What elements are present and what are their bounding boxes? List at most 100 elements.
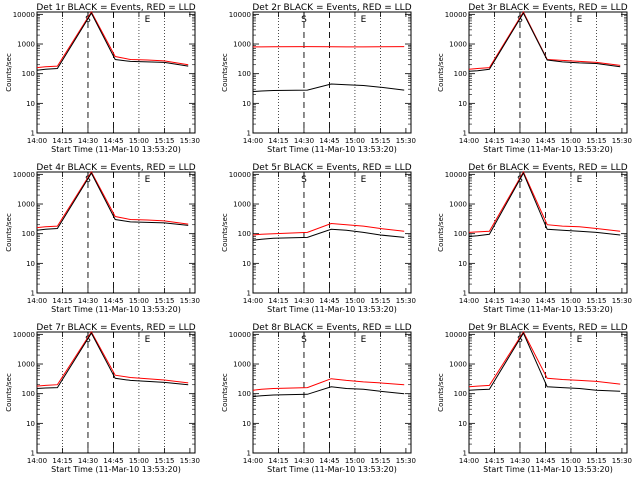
y-tick-label: 1000 xyxy=(449,41,467,49)
x-tick-label: 15:30 xyxy=(612,137,632,145)
x-tick-label: 14:00 xyxy=(27,137,47,145)
y-tick-label: 10 xyxy=(26,420,35,428)
start-marker: S xyxy=(517,15,523,25)
x-axis-label: Start Time (11-Mar-10 13:53:20) xyxy=(267,305,397,314)
panel-4: Det 4r BLACK = Events, RED = LLD 1 10 100 10… xyxy=(5,163,200,314)
plot-frame xyxy=(468,331,628,454)
x-tick-label: 15:15 xyxy=(586,457,606,465)
x-tick-label: 14:00 xyxy=(459,137,479,145)
start-marker: S xyxy=(85,175,91,185)
y-tick-label: 1 xyxy=(247,450,251,458)
series-line-events xyxy=(36,172,189,231)
y-tick-label: 1 xyxy=(247,290,251,298)
y-tick-label: 10 xyxy=(458,100,467,108)
y-tick-label: 10 xyxy=(458,260,467,268)
x-axis-label: Start Time (11-Mar-10 13:53:20) xyxy=(483,465,613,474)
start-marker: S xyxy=(301,15,307,25)
y-tick-label: 1000 xyxy=(17,361,35,369)
y-tick-label: 10 xyxy=(242,260,251,268)
plot-frame xyxy=(468,171,628,294)
x-tick-label: 14:15 xyxy=(484,137,504,145)
panel-5: Det 5r BLACK = Events, RED = LLD 1 10 100 10… xyxy=(221,163,416,314)
x-tick-label: 14:45 xyxy=(535,297,555,305)
panel-2: Det 2r BLACK = Events, RED = LLD 1 10 100 10… xyxy=(221,3,416,154)
start-marker: S xyxy=(517,335,523,345)
series-line-lld xyxy=(252,222,405,236)
panel-title: Det 5r BLACK = Events, RED = LLD xyxy=(252,163,411,173)
panel-6: Det 6r BLACK = Events, RED = LLD 1 10 100 10… xyxy=(437,163,632,314)
x-tick-label: 14:00 xyxy=(27,297,47,305)
panel-title: Det 3r BLACK = Events, RED = LLD xyxy=(468,3,627,13)
x-tick-label: 15:30 xyxy=(180,457,200,465)
plot-frame xyxy=(36,171,196,294)
y-tick-label: 100 xyxy=(238,70,251,78)
x-tick-label: 15:15 xyxy=(370,457,390,465)
x-tick-label: 14:45 xyxy=(319,297,339,305)
y-tick-label: 100 xyxy=(22,70,35,78)
x-tick-label: 14:30 xyxy=(294,297,314,305)
panel-title: Det 2r BLACK = Events, RED = LLD xyxy=(252,3,411,13)
y-tick-label: 100 xyxy=(22,230,35,238)
x-tick-label: 14:15 xyxy=(484,297,504,305)
x-tick-label: 14:15 xyxy=(52,457,72,465)
x-tick-label: 14:15 xyxy=(52,297,72,305)
y-tick-label: 100 xyxy=(454,230,467,238)
y-tick-label: 1 xyxy=(463,130,467,138)
series-line-events xyxy=(252,386,405,397)
x-tick-label: 14:30 xyxy=(510,297,530,305)
x-tick-label: 14:15 xyxy=(268,137,288,145)
y-tick-label: 1000 xyxy=(449,201,467,209)
series-line-events xyxy=(252,83,405,92)
y-axis-label: Counts/sec xyxy=(437,53,445,92)
y-axis-label: Counts/sec xyxy=(5,53,13,92)
series-line-lld xyxy=(468,330,621,388)
series-line-events xyxy=(468,332,621,392)
x-tick-label: 14:30 xyxy=(510,457,530,465)
end-marker: E xyxy=(577,175,583,185)
end-marker: E xyxy=(577,15,583,25)
y-tick-label: 100 xyxy=(238,390,251,398)
x-tick-label: 15:30 xyxy=(180,297,200,305)
x-tick-label: 15:30 xyxy=(396,137,416,145)
y-tick-label: 1 xyxy=(31,130,35,138)
x-tick-label: 15:15 xyxy=(370,137,390,145)
end-marker: E xyxy=(577,335,583,345)
x-tick-label: 15:15 xyxy=(154,457,174,465)
y-axis-label: Counts/sec xyxy=(5,213,13,252)
panel-title: Det 8r BLACK = Events, RED = LLD xyxy=(252,323,411,333)
x-axis-label: Start Time (11-Mar-10 13:53:20) xyxy=(51,305,181,314)
y-tick-label: 10000 xyxy=(445,331,467,339)
x-tick-label: 14:00 xyxy=(459,297,479,305)
series-line-lld xyxy=(468,10,621,70)
y-tick-label: 1 xyxy=(247,130,251,138)
x-axis-label: Start Time (11-Mar-10 13:53:20) xyxy=(267,145,397,154)
y-tick-label: 10000 xyxy=(445,171,467,179)
y-tick-label: 10000 xyxy=(445,11,467,19)
x-tick-label: 15:15 xyxy=(154,297,174,305)
panel-title: Det 6r BLACK = Events, RED = LLD xyxy=(468,163,627,173)
y-tick-label: 10000 xyxy=(13,171,35,179)
panel-title: Det 1r BLACK = Events, RED = LLD xyxy=(36,3,195,13)
y-axis-label: Counts/sec xyxy=(437,213,445,252)
panel-1: Det 1r BLACK = Events, RED = LLD 1 10 100 10… xyxy=(5,3,200,154)
end-marker: E xyxy=(361,15,367,25)
x-tick-label: 15:15 xyxy=(370,297,390,305)
x-tick-label: 14:30 xyxy=(78,457,98,465)
series-line-events xyxy=(36,332,189,389)
y-tick-label: 100 xyxy=(454,70,467,78)
panel-3: Det 3r BLACK = Events, RED = LLD 1 10 100 10… xyxy=(437,3,632,154)
x-axis-label: Start Time (11-Mar-10 13:53:20) xyxy=(483,145,613,154)
series-line-lld xyxy=(468,170,621,233)
panel-7: Det 7r BLACK = Events, RED = LLD 1 10 100 10… xyxy=(5,323,200,474)
y-tick-label: 1 xyxy=(31,290,35,298)
x-tick-label: 15:15 xyxy=(586,297,606,305)
plot-frame xyxy=(252,11,412,134)
start-marker: S xyxy=(85,15,91,25)
x-tick-label: 15:15 xyxy=(586,137,606,145)
series-line-events xyxy=(468,12,621,72)
series-line-lld xyxy=(36,331,189,387)
x-tick-label: 14:00 xyxy=(243,297,263,305)
x-tick-label: 14:00 xyxy=(27,457,47,465)
y-axis-label: Counts/sec xyxy=(221,373,229,412)
plot-frame xyxy=(36,331,196,454)
